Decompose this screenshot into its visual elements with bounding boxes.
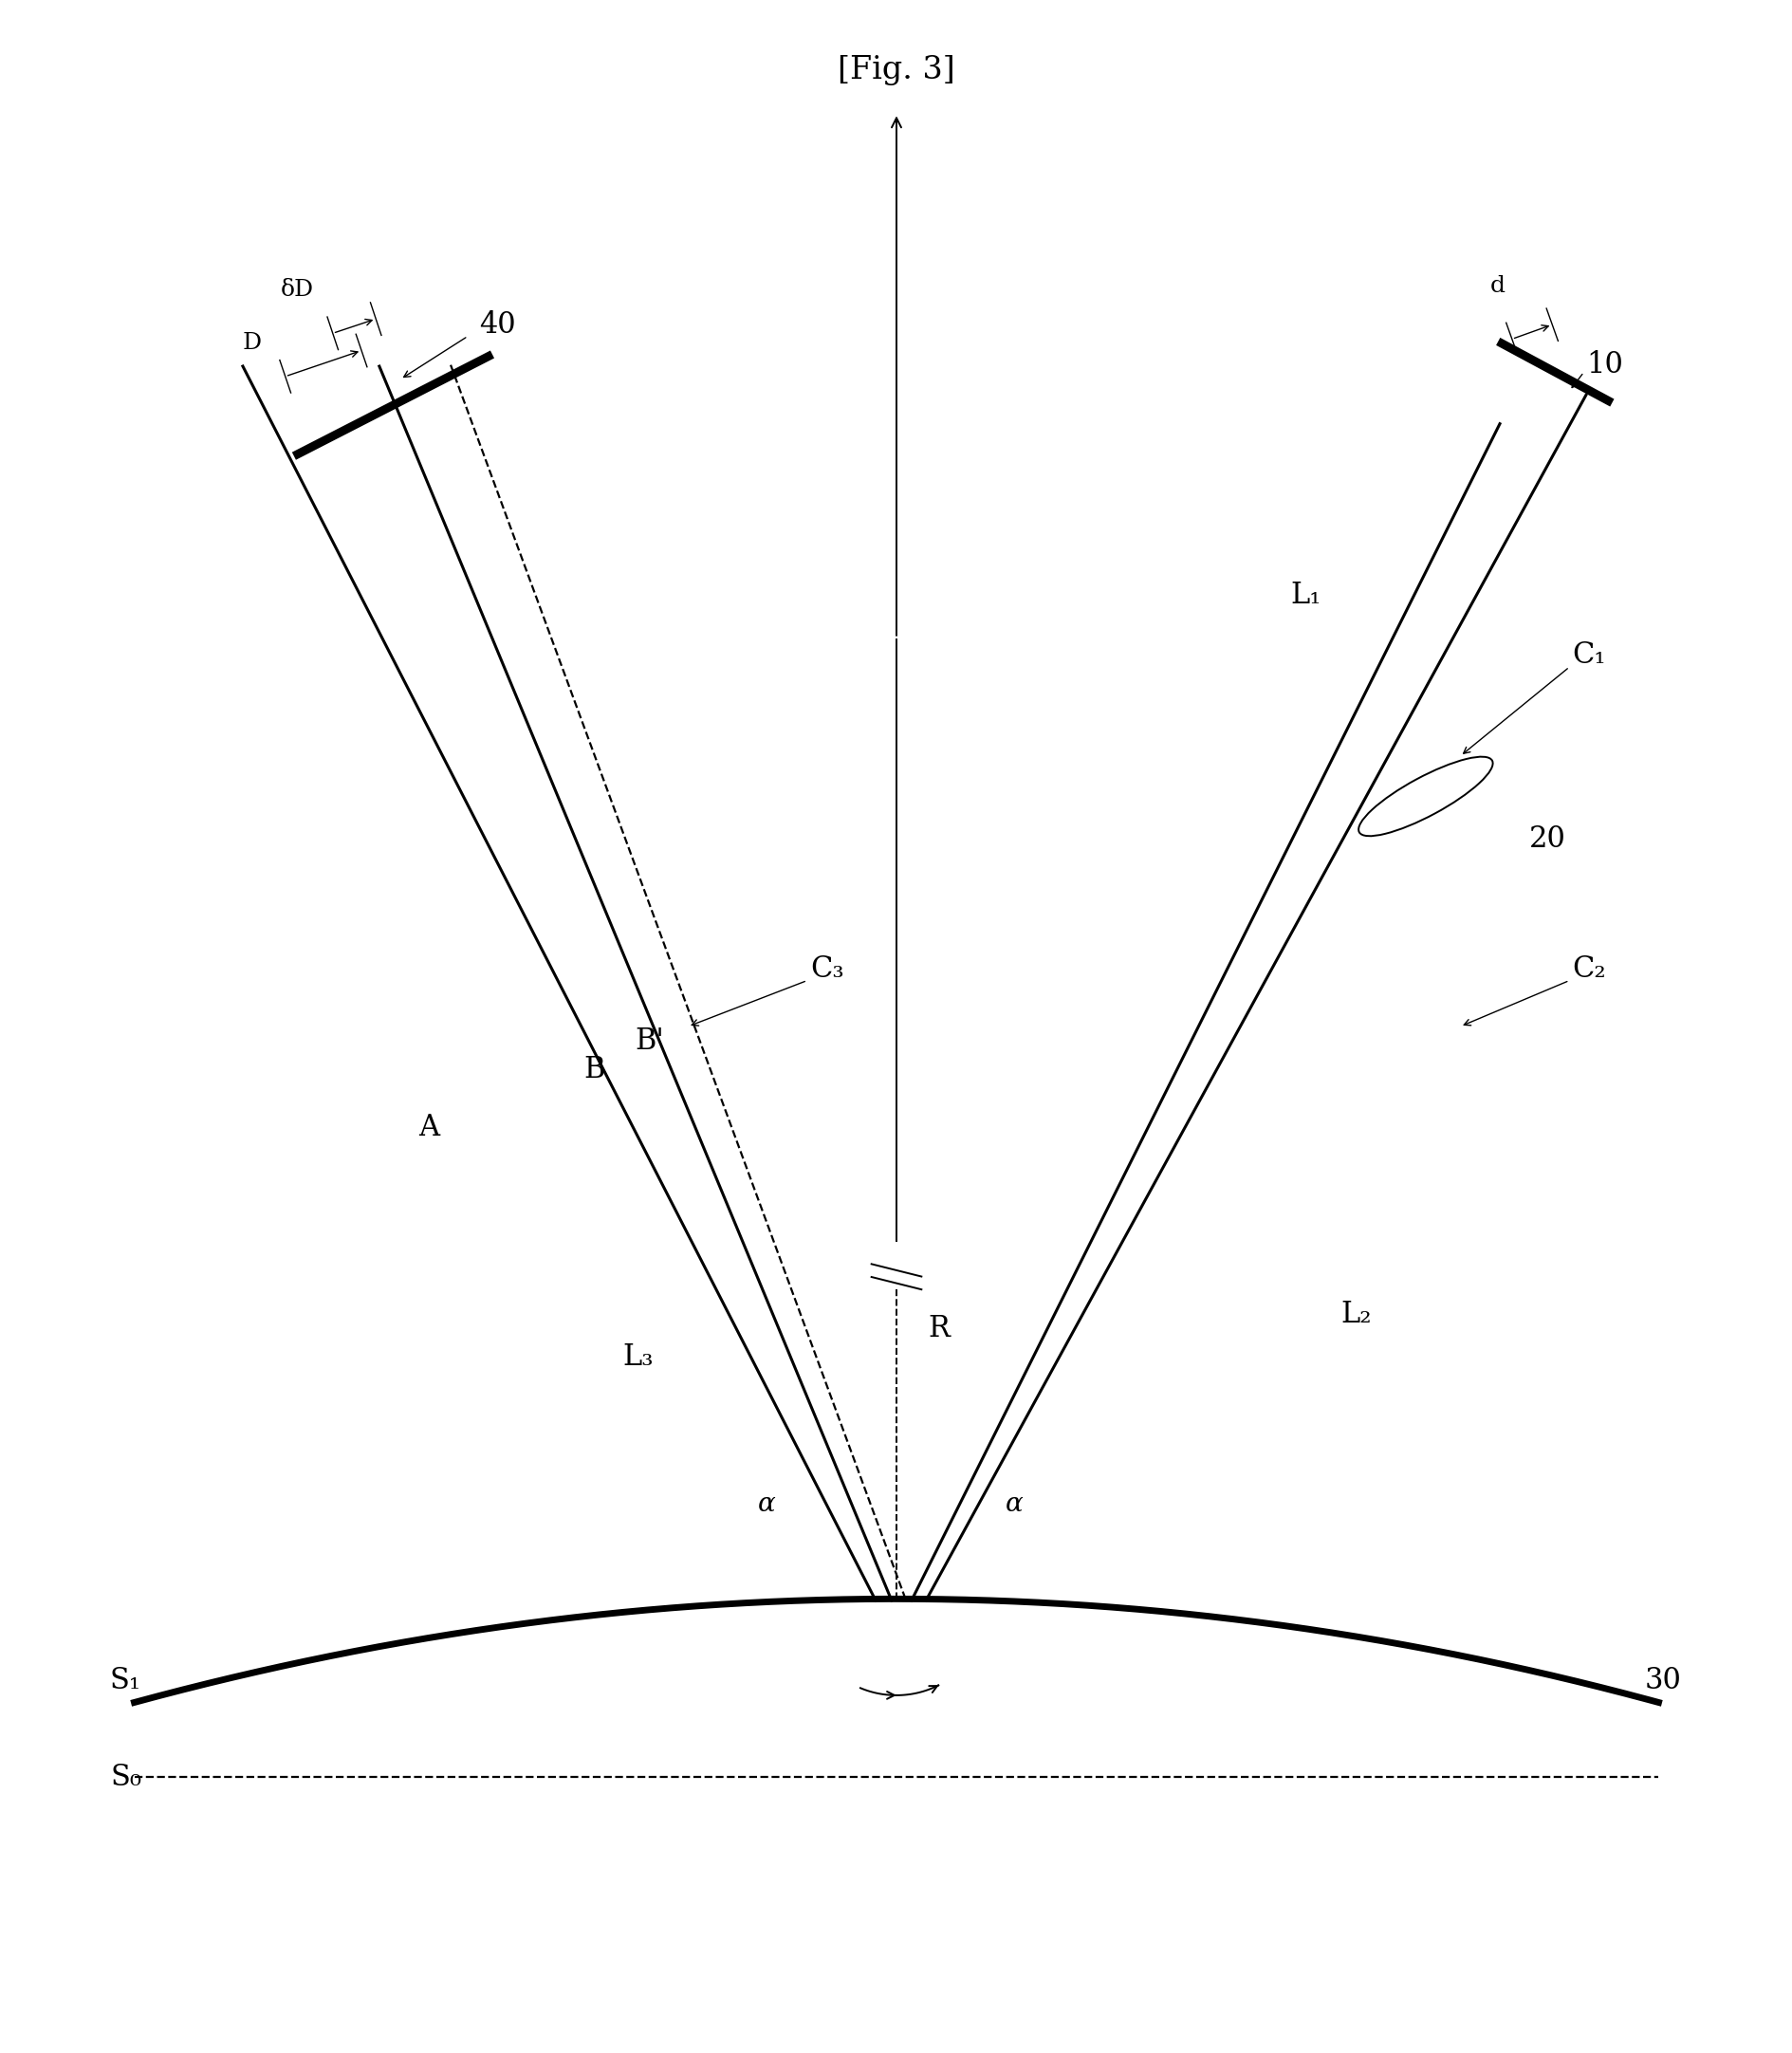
- Text: B': B': [634, 1026, 663, 1055]
- Text: δD: δD: [281, 279, 314, 302]
- Text: C₁: C₁: [1572, 641, 1606, 669]
- Text: d: d: [1489, 275, 1505, 298]
- Text: [Fig. 3]: [Fig. 3]: [837, 55, 955, 86]
- Text: C₂: C₂: [1572, 955, 1606, 983]
- Text: 30: 30: [1643, 1667, 1681, 1696]
- Text: L₃: L₃: [622, 1343, 652, 1371]
- Text: α: α: [1005, 1490, 1023, 1517]
- Text: α: α: [758, 1490, 776, 1517]
- Text: 40: 40: [478, 310, 516, 339]
- Text: L₂: L₂: [1340, 1300, 1371, 1328]
- Text: S₀: S₀: [109, 1764, 142, 1792]
- Text: B: B: [584, 1055, 604, 1084]
- Text: R: R: [928, 1314, 950, 1343]
- Text: 10: 10: [1586, 351, 1624, 380]
- Text: D: D: [242, 333, 262, 355]
- Text: S₁: S₁: [109, 1667, 142, 1696]
- Text: C₃: C₃: [810, 955, 844, 983]
- Text: L₁: L₁: [1290, 581, 1321, 610]
- Text: 20: 20: [1529, 825, 1564, 854]
- Text: A: A: [418, 1113, 439, 1141]
